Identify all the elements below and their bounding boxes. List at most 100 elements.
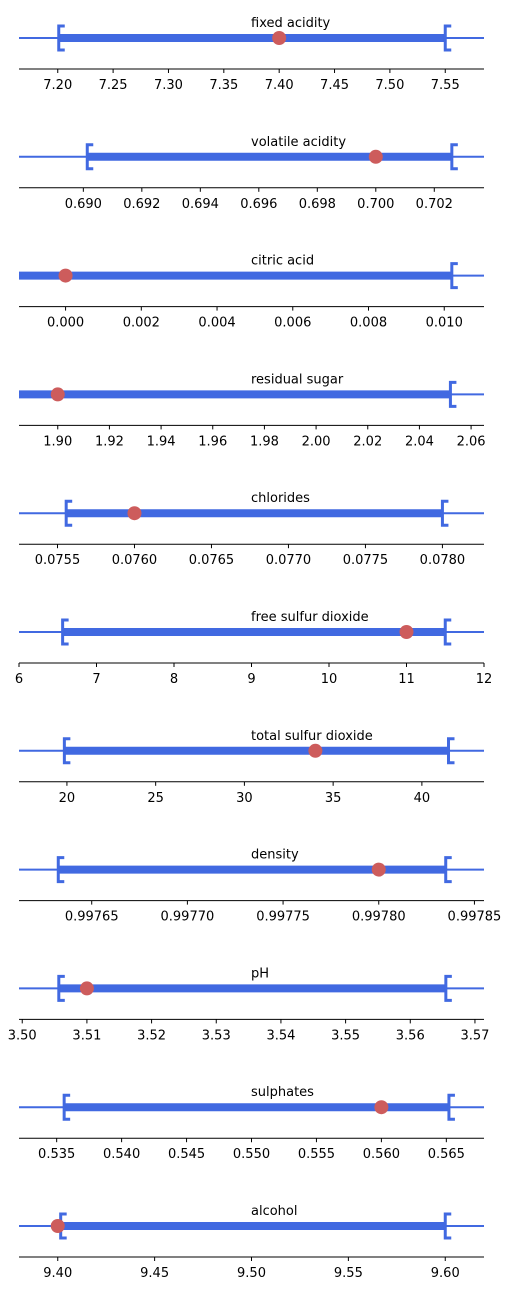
x-tick-label: 9.55 [334,1266,363,1281]
x-tick-label: 7.25 [99,78,128,93]
x-tick-label: 0.696 [240,197,277,212]
upper-bound-bracket [440,499,449,527]
x-tick-label: 3.52 [137,1028,166,1043]
x-tick-label: 0.99770 [161,910,215,925]
x-tick-label: 0.540 [103,1147,140,1162]
x-tick-label: 0.545 [168,1147,205,1162]
x-tick-label: 3.54 [266,1028,295,1043]
x-tick-label: 0.0770 [266,553,312,568]
x-tick-label: 7 [92,672,100,687]
lower-bound-bracket [56,856,65,884]
x-tick-label: 0.0755 [35,553,81,568]
lower-bound-bracket [64,499,73,527]
x-tick-label: 1.96 [198,434,227,449]
x-tick-label: 7.20 [43,78,72,93]
x-tick-label: 2.02 [353,434,382,449]
lower-bound-bracket [57,974,65,1002]
value-point [50,1219,65,1233]
panel-title: total sulfur dioxide [251,729,373,744]
upper-bound-bracket [443,1212,452,1240]
x-tick-label: 0.565 [428,1147,465,1162]
x-tick-label: 9.50 [237,1266,266,1281]
x-tick-label: 7.50 [375,78,404,93]
panel-citric-acid: citric acid 0.000 0.002 0.004 0.006 0.008 0.01… [19,254,484,331]
x-tick-label: 0.560 [363,1147,400,1162]
value-point [399,625,414,639]
x-tick-label: 1.90 [43,434,72,449]
x-tick-label: 10 [321,672,338,687]
lower-bound-bracket [62,737,71,765]
panel-residual-sugar: residual sugar 1.90 1.92 1.94 1.96 1.98 2.00 2.… [19,372,486,449]
x-tick-label: 0.694 [182,197,219,212]
x-tick-label: 0.004 [198,316,235,331]
panel-title: chlorides [251,491,310,506]
x-tick-label: 0.698 [299,197,336,212]
panel-title: citric acid [251,254,314,269]
panel-volatile-acidity: volatile acidity 0.690 0.692 0.694 0.696 0.69… [19,135,484,212]
lower-bound-bracket [57,24,65,52]
x-tick-label: 3.55 [331,1028,360,1043]
panel-ph: pH 3.50 3.51 3.52 3.53 3.54 3.55 3.56 3.57 [8,966,490,1043]
lower-bound-bracket [85,143,94,171]
x-tick-label: 0.99775 [256,910,310,925]
x-tick-label: 20 [59,791,76,806]
x-tick-label: 0.99785 [448,910,502,925]
x-tick-label: 0.700 [357,197,394,212]
x-tick-label: 2.06 [457,434,486,449]
x-tick-label: 9 [247,672,255,687]
value-point [79,981,94,996]
panel-title: free sulfur dioxide [251,610,369,625]
lower-bound-bracket [62,1093,71,1121]
x-tick-label: 7.55 [431,78,460,93]
x-tick-label: 0.99780 [352,910,406,925]
x-tick-label: 7.35 [209,78,238,93]
value-point [127,506,142,521]
value-point [308,743,323,758]
panel-total-sulfur-dioxide: total sulfur dioxide 20 25 30 35 40 [19,729,484,806]
panel-title: sulphates [251,1085,314,1100]
value-point [272,31,287,45]
x-tick-label: 0.006 [274,316,311,331]
x-tick-label: 35 [325,791,342,806]
upper-bound-bracket [450,262,458,290]
panel-sulphates: sulphates 0.535 0.540 0.545 0.550 0.555 0.560 0… [19,1085,484,1162]
upper-bound-bracket [450,143,458,171]
value-point [58,268,73,283]
x-tick-label: 3.53 [202,1028,231,1043]
panel-chlorides: chlorides 0.0755 0.0760 0.0765 0.0770 0.0775 0… [19,491,484,568]
x-tick-label: 6 [15,672,23,687]
x-tick-label: 0.0765 [189,553,235,568]
lower-bound-bracket [61,618,69,646]
x-tick-label: 0.000 [47,316,84,331]
panel-title: fixed acidity [251,16,331,31]
x-tick-label: 9.45 [140,1266,169,1281]
x-tick-label: 25 [147,791,164,806]
x-tick-label: 12 [476,672,493,687]
x-tick-label: 3.51 [72,1028,101,1043]
value-point [368,149,383,164]
panel-title: volatile acidity [251,135,346,150]
upper-bound-bracket [447,737,455,765]
x-tick-label: 11 [398,672,415,687]
x-tick-label: 9.60 [431,1266,460,1281]
x-tick-label: 0.002 [123,316,160,331]
upper-bound-bracket [443,24,452,52]
x-tick-label: 1.92 [95,434,124,449]
x-tick-label: 3.57 [460,1028,489,1043]
panel-density: density 0.99765 0.99770 0.99775 0.99780 0.997… [19,848,501,925]
x-tick-label: 1.98 [250,434,279,449]
x-tick-label: 30 [236,791,253,806]
x-tick-label: 0.702 [416,197,453,212]
panel-title: alcohol [251,1204,297,1219]
x-tick-label: 2.04 [405,434,434,449]
x-tick-label: 0.535 [38,1147,75,1162]
panel-title: pH [251,966,269,981]
x-tick-label: 2.00 [302,434,331,449]
x-tick-label: 8 [170,672,178,687]
value-point [371,862,386,877]
panel-fixed-acidity: fixed acidity 7.20 7.25 7.30 7.35 7.40 7.45 7.5… [19,16,484,93]
x-tick-label: 0.0780 [420,553,466,568]
x-tick-label: 0.555 [298,1147,335,1162]
x-tick-label: 0.550 [233,1147,270,1162]
